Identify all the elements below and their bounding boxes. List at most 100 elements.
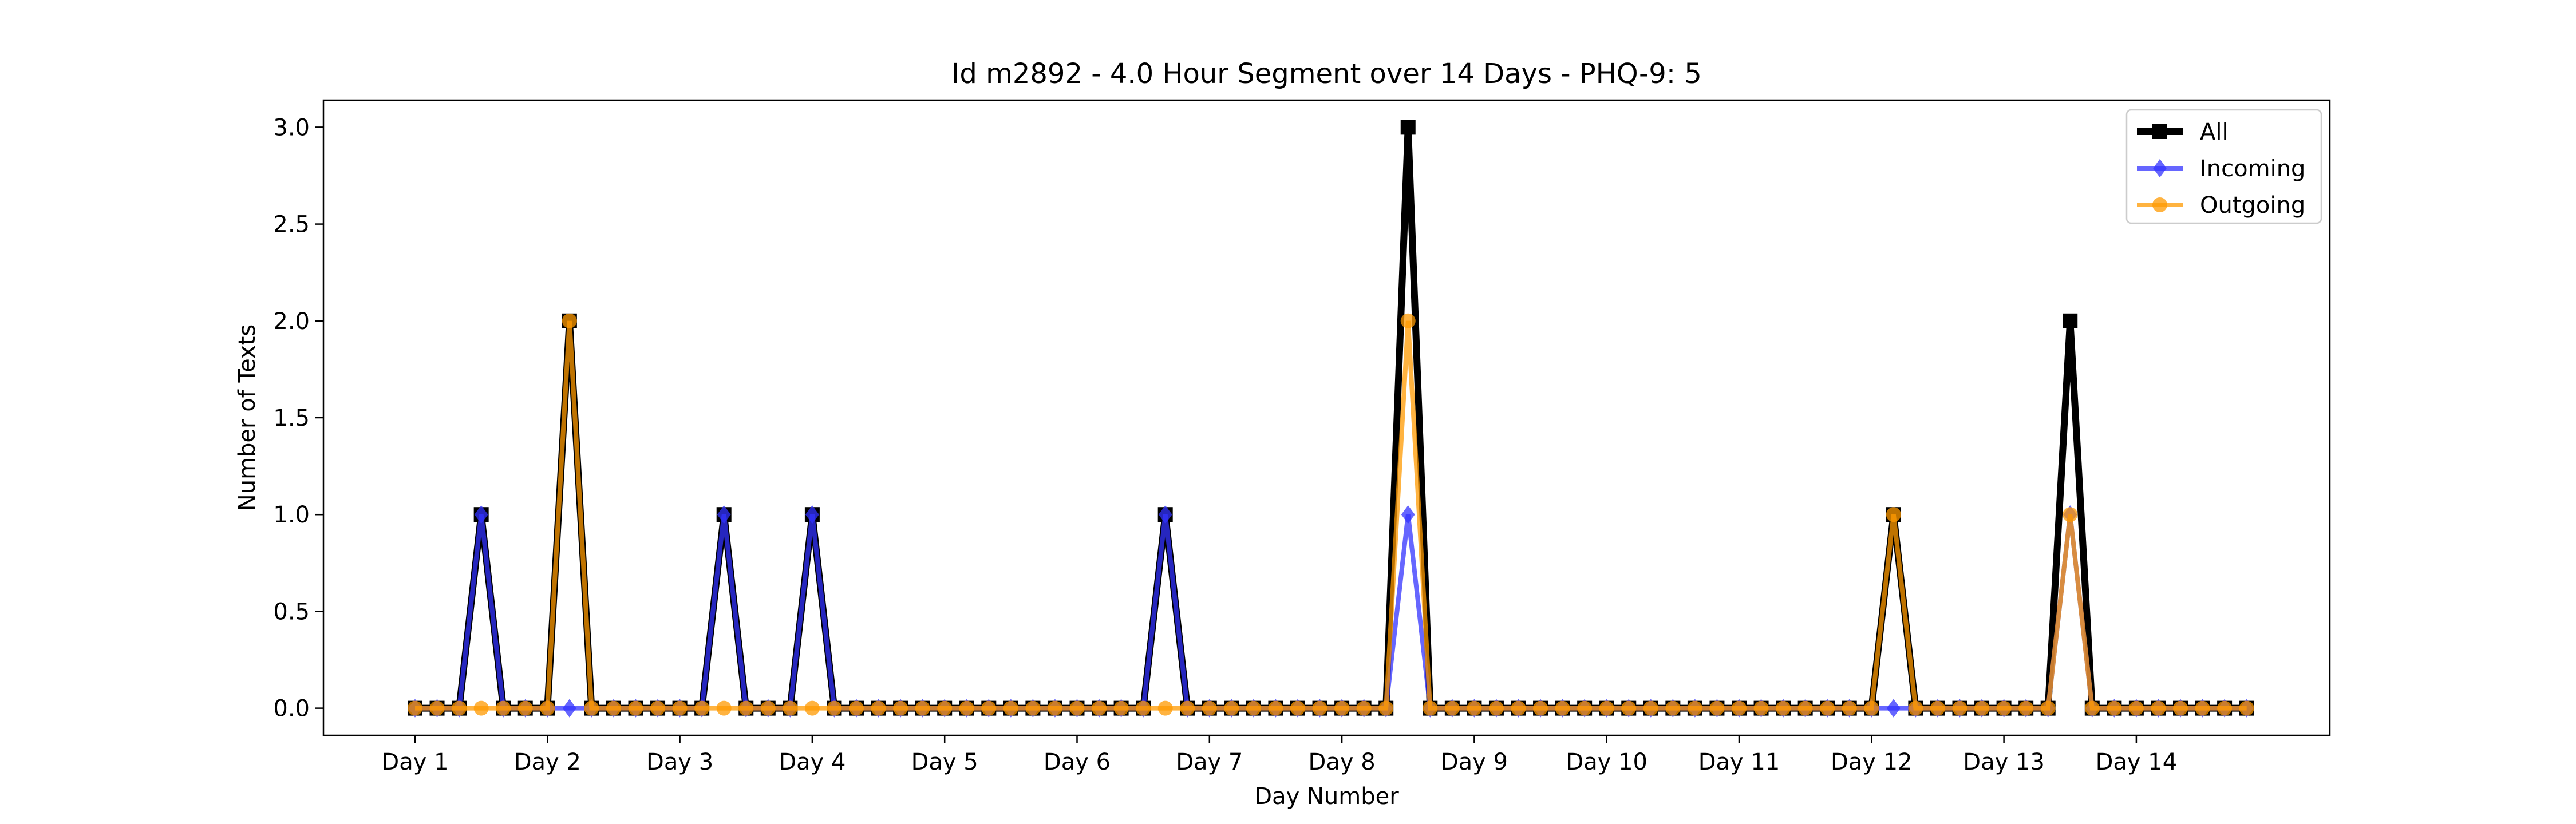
data-point-incoming	[805, 505, 819, 524]
data-point-outgoing	[1113, 700, 1129, 716]
y-tick-label: 0.5	[273, 599, 310, 625]
data-point-outgoing	[1577, 700, 1593, 716]
data-point-outgoing	[1533, 700, 1548, 716]
legend-marker-outgoing	[2152, 197, 2167, 212]
x-tick-label: Day 1	[381, 749, 448, 775]
data-point-incoming	[1401, 505, 1415, 524]
y-tick-label: 1.0	[273, 502, 310, 528]
data-point-outgoing	[1423, 700, 1438, 716]
data-point-outgoing	[1599, 700, 1614, 716]
data-point-outgoing	[1268, 700, 1283, 716]
data-point-outgoing	[1687, 700, 1702, 716]
data-point-incoming	[562, 699, 576, 718]
data-point-outgoing	[1444, 700, 1460, 716]
data-point-outgoing	[1003, 700, 1018, 716]
x-tick-label: Day 9	[1441, 749, 1508, 775]
legend: All Incoming Outgoing	[2125, 109, 2322, 224]
data-point-outgoing	[1820, 700, 1835, 716]
legend-label-outgoing: Outgoing	[2200, 192, 2305, 219]
data-point-outgoing	[1488, 700, 1504, 716]
data-point-outgoing	[2217, 700, 2233, 716]
data-point-outgoing	[1665, 700, 1681, 716]
legend-marker-all	[2152, 124, 2167, 139]
data-point-outgoing	[517, 700, 533, 716]
data-point-outgoing	[496, 700, 511, 716]
y-tick-label: 2.5	[273, 212, 310, 238]
data-point-outgoing	[893, 700, 908, 716]
data-point-outgoing	[716, 700, 732, 716]
data-point-outgoing	[1511, 700, 1526, 716]
data-point-outgoing	[1025, 700, 1041, 716]
data-point-outgoing	[1180, 700, 1195, 716]
data-point-outgoing	[473, 700, 489, 716]
x-tick-label: Day 6	[1044, 749, 1111, 775]
x-tick-label: Day 12	[1831, 749, 1913, 775]
data-point-outgoing	[2173, 700, 2188, 716]
x-tick-label: Day 2	[514, 749, 581, 775]
data-point-outgoing	[1709, 700, 1725, 716]
data-point-outgoing	[1467, 700, 1482, 716]
data-point-outgoing	[1930, 700, 1945, 716]
data-point-outgoing	[1202, 700, 1217, 716]
chart-title: Id m2892 - 4.0 Hour Segment over 14 Days…	[951, 58, 1702, 90]
data-point-outgoing	[2084, 700, 2100, 716]
y-tick-label: 2.0	[273, 308, 310, 335]
data-point-outgoing	[871, 700, 886, 716]
data-point-outgoing	[2107, 700, 2122, 716]
data-point-outgoing	[1974, 700, 1990, 716]
data-point-outgoing	[915, 700, 930, 716]
data-point-incoming	[474, 505, 488, 524]
data-point-outgoing	[2151, 700, 2166, 716]
data-point-outgoing	[1136, 700, 1151, 716]
data-point-outgoing	[2063, 507, 2078, 522]
legend-box	[2125, 109, 2322, 224]
plot-area: 0.0 0.5 1.0 1.5 2.0 2.5 3.0 Day 1 Day 2 Day 3 Day …	[273, 99, 2331, 775]
series-line-all	[415, 127, 2247, 712]
plot-frame	[322, 99, 2331, 736]
data-point-outgoing	[738, 700, 754, 716]
data-point-all	[2063, 313, 2078, 328]
data-point-outgoing	[1555, 700, 1570, 716]
data-point-outgoing	[849, 700, 864, 716]
y-tick-label: 3.0	[273, 114, 310, 141]
data-point-outgoing	[1047, 700, 1062, 716]
data-point-outgoing	[827, 700, 842, 716]
x-tick-label: Day 14	[2096, 749, 2178, 775]
y-tick-label: 1.5	[273, 405, 310, 431]
data-point-outgoing	[1069, 700, 1085, 716]
data-point-incoming	[1886, 699, 1901, 718]
data-point-outgoing	[694, 700, 710, 716]
data-point-outgoing	[1996, 700, 2012, 716]
x-tick-label: Day 7	[1176, 749, 1243, 775]
data-point-outgoing	[783, 700, 798, 716]
data-point-outgoing	[1400, 313, 1416, 328]
data-point-outgoing	[650, 700, 666, 716]
data-point-outgoing	[1334, 700, 1350, 716]
data-point-outgoing	[2195, 700, 2210, 716]
data-point-outgoing	[981, 700, 997, 716]
data-point-incoming	[717, 505, 731, 524]
x-axis-label: Day Number	[1254, 783, 1399, 810]
data-point-outgoing	[1776, 700, 1791, 716]
data-point-outgoing	[1092, 700, 1107, 716]
data-point-outgoing	[1797, 700, 1813, 716]
data-point-outgoing	[584, 700, 599, 716]
series-outgoing	[408, 313, 2254, 716]
data-point-outgoing	[959, 700, 974, 716]
x-tick-label: Day 3	[646, 749, 713, 775]
data-point-outgoing	[1908, 700, 1923, 716]
data-point-outgoing	[1246, 700, 1261, 716]
data-point-outgoing	[1842, 700, 1857, 716]
data-point-outgoing	[672, 700, 688, 716]
y-axis-label: Number of Texts	[234, 324, 260, 511]
data-point-outgoing	[1312, 700, 1327, 716]
x-tick-label: Day 11	[1698, 749, 1780, 775]
series-line-outgoing	[415, 320, 2247, 711]
data-point-outgoing	[1864, 700, 1879, 716]
data-point-outgoing	[804, 700, 820, 716]
legend-marker-incoming	[2153, 159, 2167, 178]
data-point-incoming	[1158, 505, 1172, 524]
data-point-outgoing	[1952, 700, 1967, 716]
data-point-outgoing	[1621, 700, 1637, 716]
